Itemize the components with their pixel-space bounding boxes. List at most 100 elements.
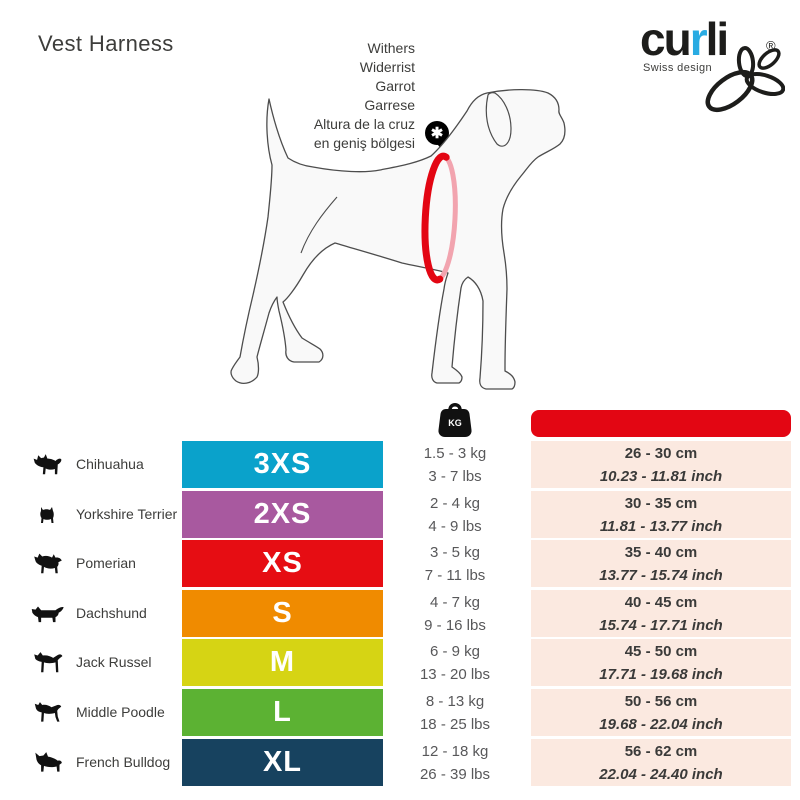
girth-cell: 40 - 45 cm 15.74 - 17.71 inch [531,590,791,637]
girth-cell: 45 - 50 cm 17.71 - 19.68 inch [531,639,791,686]
withers-label-tr: en geniş bölgesi [313,135,415,151]
breed-label: Yorkshire Terrier [76,506,178,522]
withers-label-de: Widerrist [359,59,415,75]
registered-trademark: ® [766,38,776,53]
french-bulldog-icon [28,751,68,774]
size-label: 2XS [253,498,312,530]
weight-cell: 8 - 13 kg 18 - 25 lbs [392,689,518,736]
girth-cm: 56 - 62 cm [624,742,698,760]
flower-petal [744,72,785,96]
weight-cell: 1.5 - 3 kg 3 - 7 lbs [392,441,518,488]
withers-label-fr: Garrot [375,78,415,94]
size-band: S [182,590,383,637]
table-row: French Bulldog XL 12 - 18 kg 26 - 39 lbs… [0,739,800,786]
dog-illustration [230,88,566,390]
size-label: S [272,597,293,629]
withers-label-en: Withers [367,40,415,56]
weight-kg-icon: KG [438,403,472,437]
jack-russel-icon [28,651,68,674]
size-label: 3XS [253,448,312,480]
girth-inch: 19.68 - 22.04 inch [599,715,723,733]
table-row: Middle Poodle L 8 - 13 kg 18 - 25 lbs 50… [0,689,800,736]
girth-ring [421,152,458,284]
yorkshire-terrier-icon [28,503,68,526]
chihuahua-icon [28,453,68,476]
girth-inch: 11.81 - 13.77 inch [599,517,723,535]
weight-kg: 1.5 - 3 kg [423,444,487,462]
girth-cell: 56 - 62 cm 22.04 - 24.40 inch [531,739,791,786]
size-label: M [269,646,296,678]
pomerian-icon [28,552,68,575]
weight-kg: 12 - 18 kg [421,742,489,760]
weight-kg: 4 - 7 kg [429,593,481,611]
brand-flower-icon [705,46,785,113]
withers-labels: Withers Widerrist Garrot Garrese Altura … [275,39,415,153]
girth-cm: 40 - 45 cm [624,593,698,611]
middle-poodle-icon [28,701,68,724]
size-band: XS [182,540,383,587]
weight-kg: 3 - 5 kg [429,543,481,561]
dog-body-outline [230,88,566,390]
weight-kg-label: KG [448,418,462,428]
withers-label-es: Altura de la cruz [313,116,415,132]
table-row: Dachshund S 4 - 7 kg 9 - 16 lbs 40 - 45 … [0,590,800,637]
weight-cell: 12 - 18 kg 26 - 39 lbs [392,739,518,786]
size-band: XL [182,739,383,786]
girth-cm: 35 - 40 cm [624,543,698,561]
breed-label: Chihuahua [76,456,144,472]
brand-name-pre: cu [640,13,692,65]
brand-name-accent: r [689,13,708,65]
table-row: Jack Russel M 6 - 9 kg 13 - 20 lbs 45 - … [0,639,800,686]
breed-label: Jack Russel [76,654,152,670]
weight-cell: 3 - 5 kg 7 - 11 lbs [392,540,518,587]
weight-cell: 2 - 4 kg 4 - 9 lbs [392,491,518,538]
weight-lbs: 7 - 11 lbs [424,566,486,584]
girth-cell: 26 - 30 cm 10.23 - 11.81 inch [531,441,791,488]
dachshund-icon [28,604,68,624]
page-title: Vest Harness [38,31,174,56]
breed-label: Pomerian [76,555,136,571]
weight-body [438,409,472,437]
flower-petal [757,48,781,70]
girth-ring-front [421,152,450,284]
size-band: L [182,689,383,736]
brand-tagline: Swiss design [643,62,712,74]
weight-cell: 6 - 9 kg 13 - 20 lbs [392,639,518,686]
size-label: L [273,696,292,728]
breed-label: Dachshund [76,605,147,621]
dog-ear-line [485,92,512,147]
girth-inch: 10.23 - 11.81 inch [599,467,723,485]
breed-label: Middle Poodle [76,704,165,720]
girth-cm: 45 - 50 cm [624,642,698,660]
brand-logo: curli [640,13,729,65]
table-row: Yorkshire Terrier 2XS 2 - 4 kg 4 - 9 lbs… [0,491,800,538]
size-label: XL [262,746,303,778]
size-band: 2XS [182,491,383,538]
weight-handle [448,403,462,411]
withers-label-it: Garrese [364,97,415,113]
girth-inch: 17.71 - 19.68 inch [599,665,723,683]
flower-petal [736,46,756,78]
girth-cm: 26 - 30 cm [624,444,698,462]
table-row: Pomerian XS 3 - 5 kg 7 - 11 lbs 35 - 40 … [0,540,800,587]
girth-inch: 22.04 - 24.40 inch [599,765,723,783]
weight-kg: 2 - 4 kg [429,494,481,512]
size-label: XS [262,547,303,579]
weight-cell: 4 - 7 kg 9 - 16 lbs [392,590,518,637]
chest-girth-header-bar [531,410,791,437]
table-row: Chihuahua 3XS 1.5 - 3 kg 3 - 7 lbs 26 - … [0,441,800,488]
weight-lbs: 13 - 20 lbs [419,665,491,683]
asterisk-icon: ✱ [430,125,444,142]
girth-inch: 15.74 - 17.71 inch [599,616,723,634]
weight-kg: 8 - 13 kg [425,692,485,710]
girth-cell: 50 - 56 cm 19.68 - 22.04 inch [531,689,791,736]
weight-lbs: 4 - 9 lbs [428,517,482,535]
size-band: M [182,639,383,686]
weight-lbs: 18 - 25 lbs [419,715,491,733]
girth-cell: 35 - 40 cm 13.77 - 15.74 inch [531,540,791,587]
dog-haunch-line [300,196,338,254]
girth-cm: 30 - 35 cm [624,494,698,512]
weight-lbs: 26 - 39 lbs [419,765,491,783]
size-band: 3XS [182,441,383,488]
weight-lbs: 9 - 16 lbs [424,616,486,634]
